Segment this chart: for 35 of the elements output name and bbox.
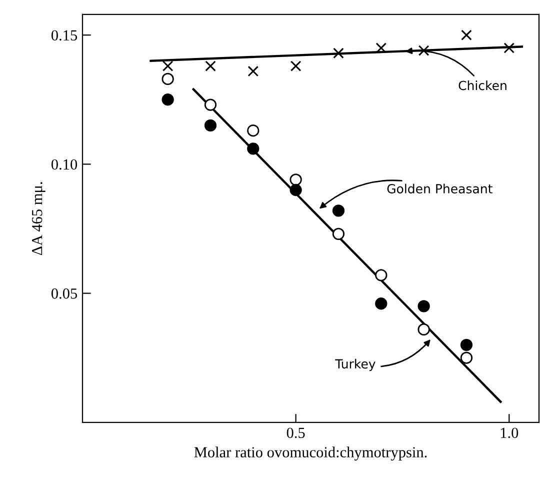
- point: [418, 45, 430, 56]
- y-axis-title: ΔA 465 mμ.: [32, 182, 46, 256]
- x-tick-label: 0.5: [286, 428, 305, 438]
- y-tick-label: 0.10: [51, 159, 78, 170]
- point: [290, 60, 302, 72]
- point: [332, 228, 345, 240]
- point: [504, 42, 515, 54]
- point: [460, 338, 473, 352]
- point: [375, 298, 388, 310]
- x-tick-label: 1.0: [500, 428, 518, 438]
- point: [332, 204, 345, 217]
- point: [204, 98, 217, 111]
- x-axis-title: Molar ratio ovomucoid:chymotrypsin.: [194, 446, 427, 461]
- point: [162, 60, 174, 72]
- point: [290, 184, 302, 196]
- point: [461, 30, 472, 40]
- annotation: Chicken: [458, 80, 506, 90]
- point: [162, 94, 174, 106]
- annotation: Golden Pheasant: [387, 184, 492, 194]
- y-tick-label: 0.05: [51, 288, 78, 299]
- annotation: Turkey: [335, 358, 376, 372]
- y-tick-label: 0.15: [51, 30, 78, 41]
- point: [205, 60, 216, 72]
- point: [162, 72, 174, 86]
- point: [418, 323, 430, 336]
- point: [204, 119, 217, 132]
- point: [460, 352, 473, 364]
- point: [290, 174, 302, 186]
- point: [333, 48, 344, 59]
- point: [248, 66, 259, 77]
- point: [375, 269, 388, 282]
- point: [376, 42, 387, 54]
- point: [418, 300, 430, 312]
- point: [247, 142, 260, 155]
- point: [247, 124, 260, 137]
